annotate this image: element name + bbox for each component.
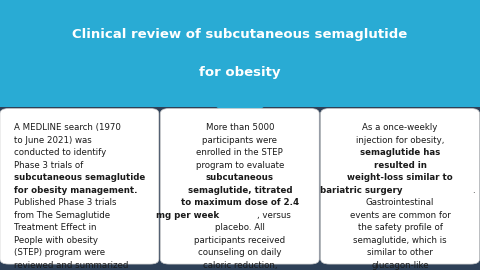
Text: .: . <box>472 186 474 195</box>
Text: injection for obesity,: injection for obesity, <box>356 136 444 145</box>
Text: caloric reduction,: caloric reduction, <box>203 261 277 269</box>
Text: reviewed and summarized: reviewed and summarized <box>14 261 129 269</box>
Text: glucagon-like: glucagon-like <box>371 261 429 269</box>
FancyBboxPatch shape <box>0 0 480 107</box>
Text: program to evaluate: program to evaluate <box>195 161 284 170</box>
Text: similar to other: similar to other <box>367 248 433 257</box>
Text: semaglutide, titrated: semaglutide, titrated <box>188 186 292 195</box>
Text: mg per week: mg per week <box>156 211 219 220</box>
Text: Treatment Effect in: Treatment Effect in <box>14 223 97 232</box>
Text: events are common for: events are common for <box>350 211 450 220</box>
Text: subcutaneous: subcutaneous <box>206 173 274 182</box>
Text: bariatric surgery: bariatric surgery <box>320 186 403 195</box>
Text: participants were: participants were <box>202 136 277 145</box>
Text: (STEP) program were: (STEP) program were <box>14 248 106 257</box>
Text: resulted in: resulted in <box>373 161 427 170</box>
Text: to maximum dose of 2.4: to maximum dose of 2.4 <box>180 198 299 207</box>
Text: subcutaneous semaglutide: subcutaneous semaglutide <box>14 173 145 182</box>
Text: for obesity: for obesity <box>199 66 281 79</box>
Text: As a once-weekly: As a once-weekly <box>362 123 438 132</box>
Text: the safety profile of: the safety profile of <box>358 223 443 232</box>
Text: Published Phase 3 trials: Published Phase 3 trials <box>14 198 117 207</box>
Polygon shape <box>216 107 264 126</box>
Text: from The Semaglutide: from The Semaglutide <box>14 211 110 220</box>
Text: conducted to identify: conducted to identify <box>14 148 107 157</box>
Text: Gastrointestinal: Gastrointestinal <box>366 198 434 207</box>
Text: A MEDLINE search (1970: A MEDLINE search (1970 <box>14 123 121 132</box>
Text: semaglutide, which is: semaglutide, which is <box>353 236 447 245</box>
Text: enrolled in the STEP: enrolled in the STEP <box>196 148 283 157</box>
Text: More than 5000: More than 5000 <box>205 123 274 132</box>
Text: participants received: participants received <box>194 236 285 245</box>
Text: to June 2021) was: to June 2021) was <box>14 136 92 145</box>
Text: for obesity management.: for obesity management. <box>14 186 138 195</box>
Text: weight-loss similar to: weight-loss similar to <box>347 173 453 182</box>
Text: , versus: , versus <box>257 211 290 220</box>
FancyBboxPatch shape <box>160 109 319 264</box>
Text: placebo. All: placebo. All <box>215 223 264 232</box>
Text: counseling on daily: counseling on daily <box>198 248 281 257</box>
Text: semaglutide has: semaglutide has <box>360 148 440 157</box>
Text: People with obesity: People with obesity <box>14 236 98 245</box>
Text: Clinical review of subcutaneous semaglutide: Clinical review of subcutaneous semaglut… <box>72 28 408 40</box>
FancyBboxPatch shape <box>0 109 159 264</box>
FancyBboxPatch shape <box>321 109 480 264</box>
Text: Phase 3 trials of: Phase 3 trials of <box>14 161 84 170</box>
